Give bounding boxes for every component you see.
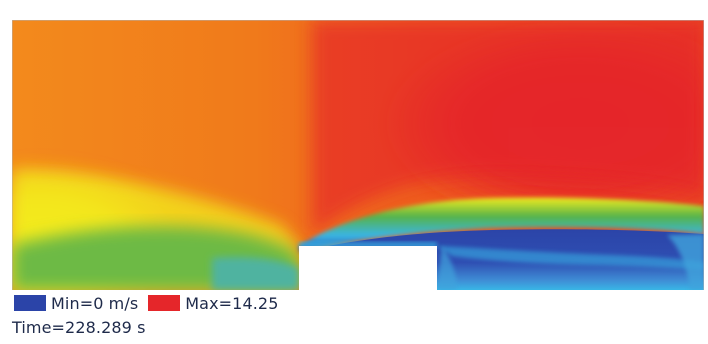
legend-max: Max=14.25 bbox=[148, 294, 278, 313]
obstacle-boundary-layer bbox=[299, 242, 437, 248]
velocity-field-plot bbox=[12, 20, 704, 290]
legend: Min=0 m/s Max=14.25 bbox=[14, 292, 278, 314]
cyan-corner bbox=[212, 257, 299, 290]
wake-streak bbox=[437, 246, 704, 270]
step-wake bbox=[437, 246, 457, 290]
outlet-wake bbox=[667, 234, 704, 290]
high-velocity-band bbox=[312, 20, 704, 235]
legend-min: Min=0 m/s bbox=[14, 294, 138, 313]
max-swatch bbox=[148, 295, 181, 311]
min-swatch bbox=[14, 295, 46, 311]
time-label: Time=228.289 s bbox=[12, 318, 146, 337]
flow-domain bbox=[12, 20, 704, 290]
obstacle-block bbox=[299, 246, 437, 290]
shear-layer bbox=[299, 197, 704, 252]
min-label: Min=0 m/s bbox=[51, 293, 139, 313]
max-label: Max=14.25 bbox=[185, 293, 279, 313]
